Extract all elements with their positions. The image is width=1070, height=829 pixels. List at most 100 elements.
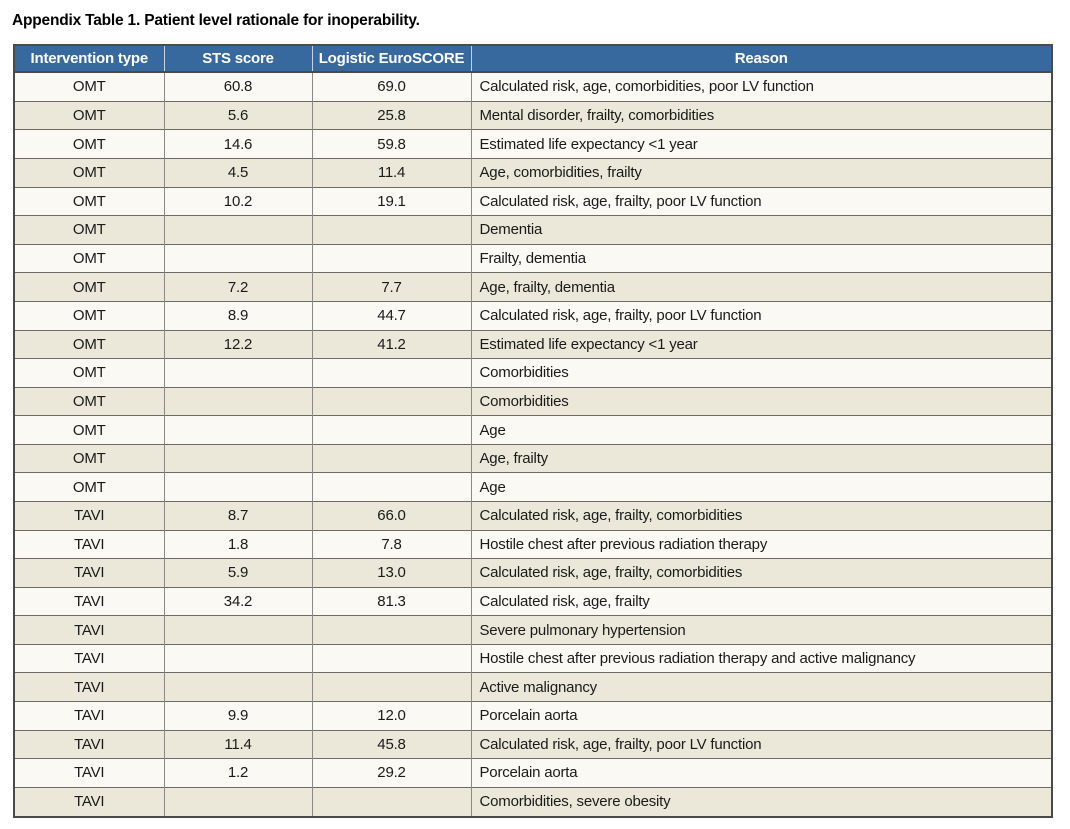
cell-sts-score: 4.5 xyxy=(163,158,312,188)
cell-intervention-type: TAVI xyxy=(14,558,164,588)
cell-sts-score xyxy=(163,243,312,273)
cell-sts-score xyxy=(163,215,312,245)
cell-reason: Hostile chest after previous radiation t… xyxy=(470,529,1052,559)
cell-reason: Calculated risk, age, frailty, comorbidi… xyxy=(470,500,1052,531)
table-row: TAVI 11.4 45.8 Calculated risk, age, frailt… xyxy=(14,729,1052,759)
cell-sts-score xyxy=(163,643,312,673)
page-title: Appendix Table 1. Patient level rational… xyxy=(12,12,420,29)
cell-sts-score xyxy=(163,415,312,445)
cell-logistic-euroscore xyxy=(311,386,471,416)
cell-intervention-type: TAVI xyxy=(14,615,164,645)
cell-logistic-euroscore: 19.1 xyxy=(311,186,471,216)
cell-reason: Mental disorder, frailty, comorbidities xyxy=(470,100,1052,130)
cell-logistic-euroscore: 41.2 xyxy=(311,329,471,359)
cell-logistic-euroscore: 12.0 xyxy=(311,701,471,731)
cell-intervention-type: OMT xyxy=(14,300,164,330)
cell-logistic-euroscore: 7.7 xyxy=(311,272,471,302)
cell-logistic-euroscore xyxy=(311,215,471,245)
cell-reason: Calculated risk, age, frailty xyxy=(470,586,1052,616)
table-row: OMT 8.9 44.7 Calculated risk, age, frailty,… xyxy=(14,300,1052,330)
cell-intervention-type: OMT xyxy=(14,329,164,359)
cell-logistic-euroscore: 25.8 xyxy=(311,100,471,130)
table-row: OMT Age xyxy=(14,415,1052,445)
cell-sts-score: 5.9 xyxy=(163,558,312,588)
column-header-reason: Reason xyxy=(470,45,1052,73)
cell-reason: Age, frailty xyxy=(470,443,1052,473)
cell-logistic-euroscore: 29.2 xyxy=(311,758,471,788)
table-row: OMT Comorbidities xyxy=(14,358,1052,388)
table-row: TAVI 34.2 81.3 Calculated risk, age, frailt… xyxy=(14,586,1052,616)
table-container: Intervention type STS score Logistic Eur… xyxy=(13,44,1053,818)
cell-intervention-type: OMT xyxy=(14,100,164,130)
cell-sts-score: 8.9 xyxy=(163,300,312,330)
table-row: TAVI 5.9 13.0 Calculated risk, age, frailty… xyxy=(14,558,1052,588)
cell-reason: Porcelain aorta xyxy=(470,758,1052,788)
table-row: TAVI Hostile chest after previous radiati… xyxy=(14,643,1052,673)
cell-reason: Age, frailty, dementia xyxy=(470,272,1052,302)
column-header-intervention-type: Intervention type xyxy=(14,45,164,73)
cell-sts-score: 1.8 xyxy=(163,529,312,559)
cell-logistic-euroscore xyxy=(311,472,471,502)
cell-logistic-euroscore: 69.0 xyxy=(311,72,471,102)
cell-reason: Porcelain aorta xyxy=(470,701,1052,731)
cell-logistic-euroscore: 13.0 xyxy=(311,558,471,588)
cell-reason: Active malignancy xyxy=(470,672,1052,702)
cell-logistic-euroscore xyxy=(311,243,471,273)
cell-intervention-type: OMT xyxy=(14,386,164,416)
table-row: OMT Frailty, dementia xyxy=(14,243,1052,273)
cell-intervention-type: OMT xyxy=(14,443,164,473)
inoperability-table: Intervention type STS score Logistic Eur… xyxy=(13,44,1053,818)
cell-sts-score xyxy=(163,443,312,473)
cell-reason: Calculated risk, age, frailty, comorbidi… xyxy=(470,558,1052,588)
cell-intervention-type: TAVI xyxy=(14,586,164,616)
table-row: OMT 12.2 41.2 Estimated life expectancy <1 … xyxy=(14,329,1052,359)
table-row: OMT Age xyxy=(14,472,1052,502)
table-row: OMT 14.6 59.8 Estimated life expectancy <1 … xyxy=(14,129,1052,159)
cell-sts-score xyxy=(163,615,312,645)
cell-logistic-euroscore: 81.3 xyxy=(311,586,471,616)
cell-reason: Age xyxy=(470,415,1052,445)
table-row: TAVI 1.8 7.8 Hostile chest after previous r… xyxy=(14,529,1052,559)
cell-logistic-euroscore: 45.8 xyxy=(311,729,471,759)
cell-reason: Frailty, dementia xyxy=(470,243,1052,273)
cell-sts-score: 1.2 xyxy=(163,758,312,788)
cell-reason: Calculated risk, age, comorbidities, poo… xyxy=(470,72,1052,102)
cell-logistic-euroscore xyxy=(311,358,471,388)
cell-reason: Calculated risk, age, frailty, poor LV f… xyxy=(470,729,1052,759)
cell-intervention-type: TAVI xyxy=(14,529,164,559)
cell-sts-score: 60.8 xyxy=(163,72,312,102)
cell-intervention-type: TAVI xyxy=(14,729,164,759)
column-header-logistic-euroscore: Logistic EuroSCORE xyxy=(311,45,471,73)
cell-logistic-euroscore: 7.8 xyxy=(311,529,471,559)
cell-intervention-type: OMT xyxy=(14,158,164,188)
table-row: OMT 10.2 19.1 Calculated risk, age, frailty… xyxy=(14,186,1052,216)
cell-reason: Comorbidities xyxy=(470,358,1052,388)
table-row: OMT Dementia xyxy=(14,215,1052,245)
cell-intervention-type: OMT xyxy=(14,272,164,302)
cell-reason: Calculated risk, age, frailty, poor LV f… xyxy=(470,186,1052,216)
cell-logistic-euroscore: 59.8 xyxy=(311,129,471,159)
cell-sts-score xyxy=(163,472,312,502)
cell-reason: Hostile chest after previous radiation t… xyxy=(470,643,1052,673)
cell-intervention-type: OMT xyxy=(14,415,164,445)
table-row: TAVI 1.2 29.2 Porcelain aorta xyxy=(14,758,1052,788)
cell-sts-score xyxy=(163,386,312,416)
cell-reason: Comorbidities xyxy=(470,386,1052,416)
cell-logistic-euroscore xyxy=(311,786,471,817)
cell-sts-score: 11.4 xyxy=(163,729,312,759)
cell-logistic-euroscore xyxy=(311,443,471,473)
cell-intervention-type: TAVI xyxy=(14,672,164,702)
cell-sts-score: 7.2 xyxy=(163,272,312,302)
table-row: TAVI Active malignancy xyxy=(14,672,1052,702)
cell-intervention-type: OMT xyxy=(72,78,106,96)
cell-reason: Age xyxy=(470,472,1052,502)
cell-intervention-type: TAVI xyxy=(14,701,164,731)
cell-sts-score xyxy=(163,786,312,817)
table-row: TAVI 9.9 12.0 Porcelain aorta xyxy=(14,701,1052,731)
table-row: OMT 5.6 25.8 Mental disorder, frailty, como… xyxy=(14,100,1052,130)
cell-intervention-type: OMT xyxy=(14,243,164,273)
cell-logistic-euroscore: 66.0 xyxy=(311,500,471,531)
column-header-sts-score: STS score xyxy=(163,45,312,73)
cell-reason: Dementia xyxy=(470,215,1052,245)
cell-intervention-type: TAVI xyxy=(14,758,164,788)
